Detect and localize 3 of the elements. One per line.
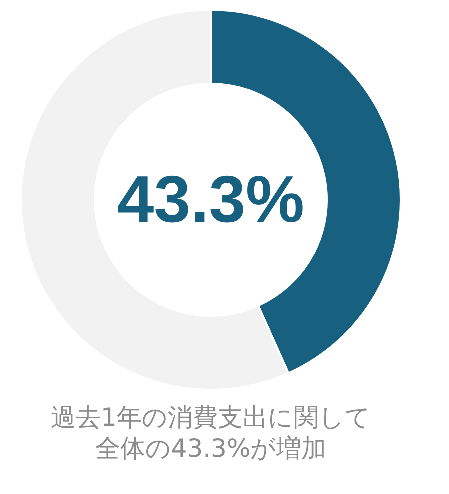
data-label: 43.3%	[117, 162, 305, 236]
text: 全体の43.3%が増加	[95, 434, 327, 463]
text: 過去1年の消費支出に関して	[51, 403, 371, 432]
